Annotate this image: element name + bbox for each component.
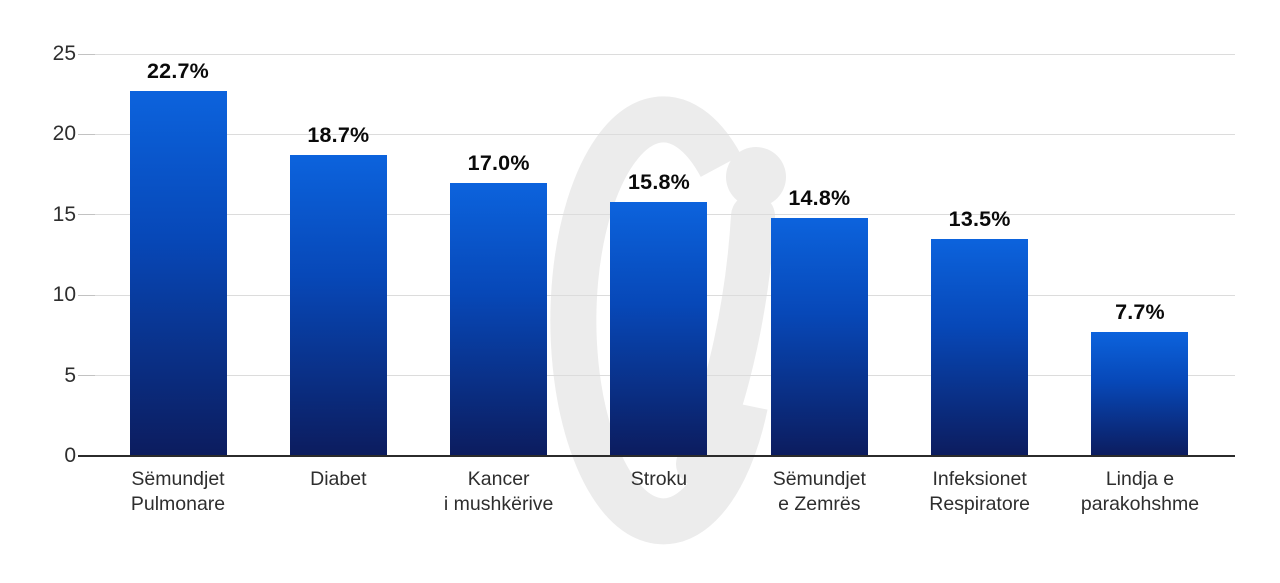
x-axis-label-line: Respiratore [929, 492, 1031, 515]
x-axis-label-1: Sëmundjet Pulmonare [91, 467, 266, 516]
x-axis-label-4: Stroku [571, 467, 746, 492]
bar-4[interactable] [610, 201, 708, 456]
value-label-6: 13.5% [948, 206, 1011, 231]
y-tick-20 [78, 133, 95, 135]
x-axis-line [78, 455, 1235, 457]
x-axis-label-line: Infeksionet [932, 468, 1027, 490]
x-axis-label-line: parakohshme [1080, 492, 1200, 515]
bar-3[interactable] [450, 182, 548, 456]
y-axis-label-10: 10 [52, 283, 76, 307]
y-axis-label-15: 15 [52, 202, 76, 226]
gridline-y-20 [85, 133, 1235, 135]
x-axis-label-line: Lindja e [1105, 468, 1175, 490]
y-tick-25 [78, 53, 95, 55]
x-axis-label-3: Kancer i mushkërive [411, 467, 586, 516]
watermark-dot [726, 147, 786, 207]
x-axis-label-line: Kancer [467, 468, 530, 490]
x-axis-label-line: e Zemrës [778, 492, 861, 515]
x-axis-label-line: i mushkërive [443, 492, 554, 515]
bar-6[interactable] [931, 238, 1029, 456]
x-axis-label-line: Stroku [630, 468, 688, 490]
x-axis-label-line: Diabet [310, 468, 367, 490]
x-axis-label-2: Diabet [251, 467, 426, 492]
y-tick-5 [78, 375, 95, 377]
bar-5[interactable] [770, 218, 868, 456]
bar-1[interactable] [129, 90, 227, 456]
x-axis-label-line: Pulmonare [130, 492, 226, 515]
value-label-5: 14.8% [788, 186, 851, 211]
y-tick-15 [78, 214, 95, 216]
x-axis-label-line: Sëmundjet [131, 468, 225, 490]
bar-2[interactable] [289, 155, 387, 456]
y-tick-10 [78, 294, 95, 296]
y-axis-label-5: 5 [64, 363, 76, 387]
value-label-4: 15.8% [628, 169, 690, 194]
y-axis-label-20: 20 [52, 122, 76, 146]
y-axis-label-0: 0 [64, 444, 76, 467]
watermark-stem [676, 194, 775, 486]
x-axis-label-5: Sëmundjet e Zemrës [732, 467, 907, 516]
x-axis-label-7: Lindja e parakohshme [1052, 467, 1227, 516]
x-axis-label-6: Infeksionet Respiratore [892, 467, 1067, 516]
value-label-7: 7.7% [1115, 300, 1165, 325]
value-label-1: 22.7% [147, 58, 209, 83]
watermark-ring [550, 96, 768, 545]
value-label-3: 17.0% [467, 150, 530, 175]
x-axis-label-line: Sëmundjet [772, 468, 866, 490]
gridline-y-25 [85, 53, 1235, 55]
bar-7[interactable] [1091, 332, 1189, 456]
value-label-2: 18.7% [307, 123, 370, 148]
y-axis-label-25: 25 [52, 42, 76, 65]
